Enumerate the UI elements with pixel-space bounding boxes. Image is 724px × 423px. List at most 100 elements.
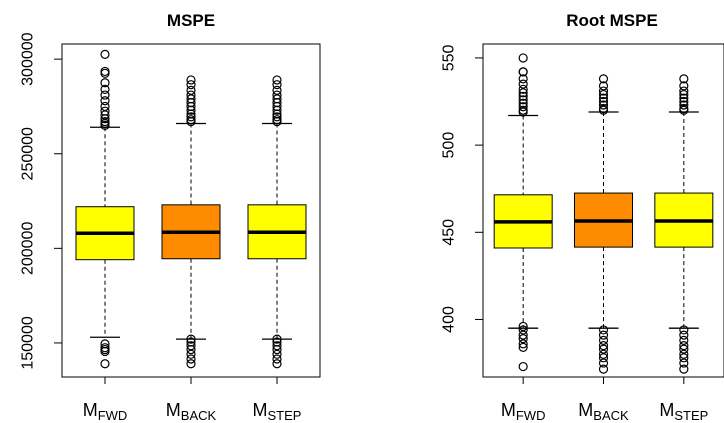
outlier-point <box>679 330 689 340</box>
outlier-point <box>518 79 528 89</box>
outlier-point <box>186 116 196 127</box>
outlier-point <box>100 118 110 129</box>
outlier-point <box>186 75 196 85</box>
outlier-point <box>100 120 110 130</box>
mspe-category-label: MSTEP <box>253 400 302 423</box>
outlier-point <box>272 359 282 369</box>
outlier-point <box>100 346 110 357</box>
outlier-point <box>518 74 528 84</box>
outlier-point <box>518 98 528 108</box>
outlier-point <box>598 96 609 107</box>
outlier-point <box>100 344 110 355</box>
outlier-point <box>272 334 282 344</box>
mspe-boxes <box>75 49 307 369</box>
root-mspe-x-axis: MFWD MBACK MSTEP <box>501 377 708 423</box>
mspe-box-1 <box>75 49 135 369</box>
outlier-point <box>518 334 528 344</box>
outlier-point <box>186 80 196 90</box>
outlier-point <box>272 116 282 127</box>
root-mspe-y-tick-label: 500 <box>440 132 457 159</box>
outlier-point <box>598 353 609 363</box>
root-mspe-category-label: MBACK <box>578 400 629 423</box>
outlier-point <box>518 330 528 340</box>
mspe-category-label: MBACK <box>166 400 217 423</box>
outlier-point <box>100 359 110 369</box>
outlier-point <box>679 341 689 351</box>
mspe-x-axis: MFWD MBACK MSTEP <box>83 377 302 423</box>
outlier-point <box>272 75 282 85</box>
outlier-point <box>518 321 528 332</box>
outlier-point <box>518 84 528 94</box>
mspe-category-label: MFWD <box>83 400 128 423</box>
outlier-point <box>598 330 609 340</box>
outlier-point <box>518 361 528 372</box>
outlier-point <box>100 90 110 100</box>
outlier-point <box>679 89 689 100</box>
outlier-point <box>679 349 689 359</box>
outlier-point <box>186 334 196 344</box>
outlier-point <box>100 114 110 124</box>
mspe-y-tick-label: 150000 <box>19 316 36 369</box>
mspe-title: MSPE <box>167 11 215 30</box>
outlier-point <box>598 86 609 96</box>
outlier-point <box>186 344 196 355</box>
outlier-point <box>598 325 609 335</box>
outlier-point <box>100 66 110 77</box>
root-mspe-category-label: MSTEP <box>659 400 708 423</box>
outlier-point <box>518 53 528 63</box>
root-mspe-title: Root MSPE <box>566 11 658 30</box>
outlier-point <box>598 364 609 374</box>
outlier-point <box>100 96 110 106</box>
outlier-point <box>679 335 689 345</box>
outlier-point <box>598 93 609 103</box>
outlier-point <box>598 74 609 84</box>
outlier-point <box>518 102 528 112</box>
outlier-point <box>518 107 528 117</box>
outlier-point <box>272 349 282 359</box>
outlier-point <box>679 358 689 368</box>
outlier-point <box>679 100 689 110</box>
outlier-point <box>679 93 689 103</box>
outlier-point <box>598 341 609 351</box>
mspe-y-tick-label: 300000 <box>19 32 36 85</box>
outlier-point <box>598 100 609 110</box>
root-mspe-box-2 <box>574 74 633 374</box>
outlier-point <box>598 105 609 115</box>
root-mspe-category-label: MFWD <box>501 400 546 423</box>
outlier-point <box>679 74 689 84</box>
root-mspe-y-tick-label: 400 <box>440 306 457 333</box>
outlier-point <box>518 339 528 349</box>
mspe-y-tick-label: 250000 <box>19 127 36 180</box>
root-mspe-box-3 <box>654 74 714 374</box>
outlier-point <box>272 354 282 364</box>
outlier-point <box>272 105 282 115</box>
outlier-point <box>679 344 689 354</box>
outlier-point <box>598 358 609 368</box>
outlier-point <box>679 81 689 91</box>
outlier-point <box>186 349 196 359</box>
outlier-point <box>186 105 196 115</box>
outlier-point <box>598 335 609 345</box>
mspe-y-tick-label: 200000 <box>19 222 36 275</box>
outlier-point <box>518 67 528 77</box>
outlier-point <box>679 325 689 335</box>
mspe-box-2 <box>161 75 221 369</box>
mspe-box-3 <box>247 75 307 369</box>
root-mspe-y-axis: 400 450 500 550 <box>440 45 483 333</box>
outlier-point <box>518 342 528 352</box>
outlier-point <box>679 105 689 115</box>
outlier-point <box>272 112 282 122</box>
outlier-point <box>100 84 110 95</box>
outlier-point <box>100 78 110 88</box>
outlier-point <box>186 359 196 369</box>
outlier-point <box>100 68 110 78</box>
outlier-point <box>518 325 528 335</box>
outlier-point <box>679 86 689 96</box>
outlier-point <box>518 91 528 101</box>
root-mspe-y-tick-label: 550 <box>440 45 457 72</box>
outlier-point <box>598 344 609 354</box>
outlier-point <box>518 95 528 105</box>
outlier-point <box>598 89 609 100</box>
